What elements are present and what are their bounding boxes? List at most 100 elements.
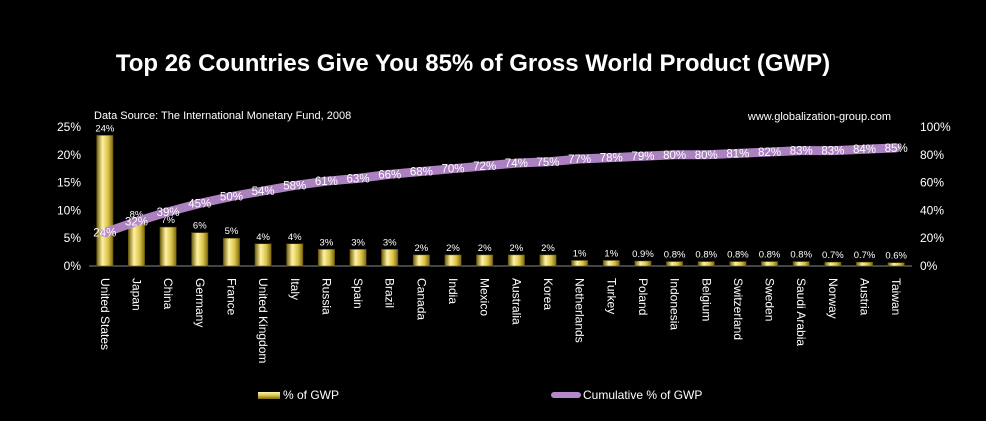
- bar: [317, 249, 335, 267]
- line-data-label: 77%: [568, 154, 591, 166]
- y-left-tick-label: 15%: [57, 176, 81, 190]
- bar: [349, 249, 367, 267]
- line-data-label: 75%: [536, 157, 559, 169]
- bar: [222, 237, 240, 267]
- line-data-label: 66%: [378, 169, 401, 181]
- x-tick-label: Korea: [541, 278, 555, 310]
- bar: [666, 261, 684, 267]
- bar: [254, 243, 272, 267]
- line-data-label: 84%: [853, 144, 876, 156]
- bar-data-label: 4%: [288, 232, 302, 243]
- cumulative-line: [100, 143, 901, 238]
- bar-data-label: 5%: [225, 226, 239, 237]
- bar-data-label: 0.8%: [664, 250, 686, 261]
- line-data-label: 45%: [188, 198, 211, 210]
- bar-data-label: 1%: [573, 248, 587, 259]
- line-data-label: 78%: [600, 153, 623, 165]
- line-data-label: 68%: [410, 166, 433, 178]
- line-data-label: 81%: [726, 148, 749, 160]
- y-right-tick-label: 100%: [920, 120, 951, 134]
- bar: [539, 254, 557, 267]
- bar-data-label: 0.9%: [632, 249, 654, 260]
- y-left-tick-label: 20%: [57, 148, 81, 162]
- line-data-label: 32%: [125, 217, 148, 229]
- x-tick-label: Turkey: [604, 278, 618, 314]
- x-tick-label: Norway: [826, 278, 840, 319]
- line-data-label: 74%: [505, 158, 528, 170]
- x-tick-label: Spain: [351, 278, 365, 309]
- legend-item-bar: % of GWP: [258, 388, 339, 402]
- website-url: www.globalization-group.com: [747, 111, 891, 123]
- line-data-label: 83%: [790, 146, 813, 158]
- bar: [412, 254, 430, 267]
- y-left-tick-label: 25%: [57, 120, 81, 134]
- legend-item-line: Cumulative % of GWP: [551, 388, 702, 402]
- x-tick-label: China: [161, 278, 175, 310]
- x-tick-label: Germany: [193, 278, 207, 327]
- bar-data-label: 0.8%: [759, 250, 781, 261]
- bar: [286, 243, 304, 267]
- bar: [602, 260, 620, 267]
- bar-data-label: 0.7%: [822, 250, 844, 261]
- bar-data-label: 3%: [320, 237, 334, 248]
- x-tick-label: Australia: [509, 278, 523, 325]
- line-data-label: 83%: [821, 146, 844, 158]
- legend-label-bar: % of GWP: [283, 388, 340, 402]
- bar-data-label: 0.8%: [695, 250, 717, 261]
- line-data-label: 58%: [283, 180, 306, 192]
- bar: [191, 232, 209, 267]
- bar: [761, 261, 779, 267]
- bar: [96, 135, 114, 267]
- x-tick-label: France: [224, 278, 238, 316]
- legend-label-line: Cumulative % of GWP: [583, 388, 703, 402]
- x-tick-label: Italy: [288, 278, 302, 300]
- bar-data-label: 2%: [478, 243, 492, 254]
- bar-data-label: 2%: [509, 243, 523, 254]
- bar-data-label: 7%: [161, 215, 175, 226]
- bar-data-label: 0.7%: [854, 250, 876, 261]
- y-left-tick-label: 10%: [57, 203, 81, 217]
- x-tick-label: Poland: [636, 278, 650, 315]
- line-data-label: 80%: [695, 150, 718, 162]
- bar-data-label: 2%: [414, 243, 428, 254]
- bar-data-label: 0.8%: [790, 250, 812, 261]
- legend-swatch-bar: [258, 391, 280, 399]
- x-tick-label: Netherlands: [573, 278, 587, 343]
- x-tick-label: Japan: [129, 278, 143, 311]
- line-data-label: 80%: [663, 150, 686, 162]
- bar: [571, 260, 589, 267]
- bar: [159, 226, 177, 267]
- y-left-tick-label: 0%: [64, 259, 82, 273]
- bar-data-label: 2%: [446, 243, 460, 254]
- x-tick-label: Saudi Arabia: [794, 278, 808, 346]
- x-tick-label: Russia: [319, 278, 333, 315]
- y-right-tick-label: 40%: [920, 203, 944, 217]
- bar-data-label: 4%: [256, 232, 270, 243]
- y-right-tick-label: 0%: [920, 259, 938, 273]
- line-data-label: 85%: [885, 143, 908, 155]
- x-tick-label: Brazil: [383, 278, 397, 308]
- bar-data-label: 0.8%: [727, 250, 749, 261]
- bar: [824, 261, 842, 267]
- line-data-label: 72%: [473, 161, 496, 173]
- x-tick-label: Indonesia: [668, 278, 682, 330]
- bar: [381, 249, 399, 267]
- bar: [476, 254, 494, 267]
- bar: [634, 260, 652, 267]
- bar: [507, 254, 525, 267]
- line-data-label: 39%: [157, 207, 180, 219]
- bar-data-label: 8%: [130, 210, 144, 221]
- x-tick-label: Canada: [414, 278, 428, 320]
- line-data-label: 79%: [631, 151, 654, 163]
- bar: [856, 261, 873, 267]
- bar-data-label: 6%: [193, 221, 207, 232]
- bar-data-label: 24%: [95, 123, 115, 134]
- bar-data-label: 0.6%: [885, 251, 907, 262]
- x-tick-label: United Kingdom: [256, 278, 270, 363]
- bar: [729, 261, 747, 267]
- y-right-tick-label: 20%: [920, 231, 944, 245]
- line-data-label: 63%: [347, 173, 370, 185]
- bar: [444, 254, 462, 267]
- bar-data-label: 2%: [541, 243, 555, 254]
